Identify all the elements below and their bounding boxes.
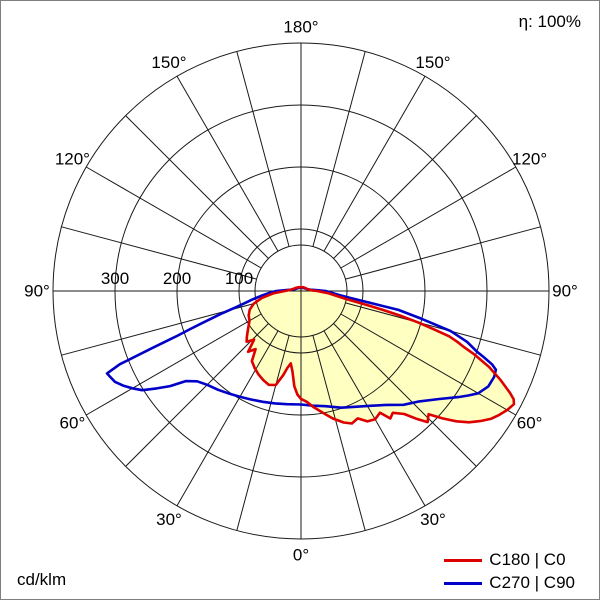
grid-spoke-150 xyxy=(323,75,426,252)
grid-spoke-255 xyxy=(61,226,257,280)
angle-label-left-150: 150° xyxy=(151,53,186,72)
legend-label-c270-c90: C270 | C90 xyxy=(489,573,575,592)
grid-spoke-315 xyxy=(125,323,269,467)
grid-spoke-345 xyxy=(236,335,290,531)
angle-label-right-180: 180° xyxy=(283,18,318,37)
grid-spoke-240 xyxy=(85,166,262,269)
angle-label-right-90: 90° xyxy=(552,282,578,301)
angle-label-left-90: 90° xyxy=(24,282,50,301)
grid-spoke-165 xyxy=(312,51,366,247)
legend-line-red xyxy=(444,558,483,562)
grid-spoke-210 xyxy=(176,75,279,252)
intensity-fill xyxy=(246,287,514,424)
grid-spoke-330 xyxy=(176,330,279,507)
angle-label-right-0: 0° xyxy=(293,546,309,565)
curve-c180-c0 xyxy=(245,285,516,425)
grid-spoke-195 xyxy=(236,51,290,247)
radial-tick-label-200: 200 xyxy=(163,269,191,288)
legend-item-c270-c90: C270 | C90 xyxy=(444,573,575,592)
grid-spoke-225 xyxy=(125,115,269,259)
angle-label-left-60: 60° xyxy=(60,414,86,433)
grid-spoke-60 xyxy=(340,313,517,416)
unit-label: cd/klm xyxy=(17,570,67,589)
angle-label-right-60: 60° xyxy=(517,414,543,433)
radial-tick-label-300: 300 xyxy=(101,269,129,288)
grid-spoke-105 xyxy=(345,226,541,280)
grid-spoke-15 xyxy=(312,335,366,531)
legend-line-blue xyxy=(444,581,483,585)
legend: C180 | C0 C270 | C90 xyxy=(444,550,575,592)
legend-item-c180-c0: C180 | C0 xyxy=(444,550,575,569)
grid-spoke-45 xyxy=(333,323,477,467)
grid-spoke-135 xyxy=(333,115,477,259)
legend-label-c180-c0: C180 | C0 xyxy=(489,550,566,569)
grid-spoke-300 xyxy=(85,313,262,416)
angle-label-right-30: 30° xyxy=(420,510,446,529)
angle-label-left-30: 30° xyxy=(156,510,182,529)
angle-label-right-120: 120° xyxy=(512,150,547,169)
angle-label-right-150: 150° xyxy=(415,53,450,72)
efficiency-label: η: 100% xyxy=(518,12,581,31)
radial-tick-label-100: 100 xyxy=(225,269,253,288)
angle-label-left-120: 120° xyxy=(55,150,90,169)
grid-spoke-120 xyxy=(340,166,517,269)
curve-c270-c90 xyxy=(105,286,498,409)
